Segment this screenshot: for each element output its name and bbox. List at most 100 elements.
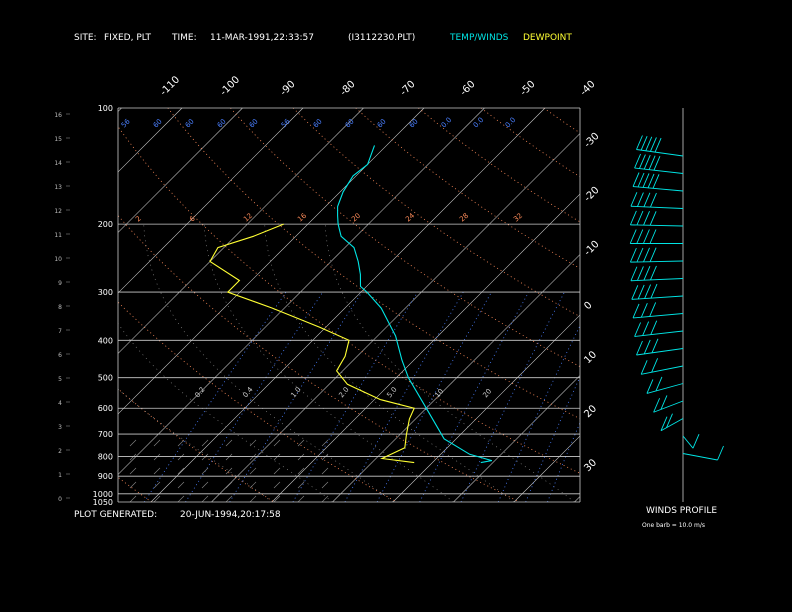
pressure-tick-label: 500 xyxy=(98,374,113,383)
time-label: TIME: xyxy=(172,33,197,43)
dry-adiabat-label: 24 xyxy=(404,211,416,223)
wind-barb xyxy=(641,365,684,375)
grid-tick xyxy=(297,495,305,502)
height-tick-label: 15 xyxy=(54,136,62,143)
wind-barb-flag xyxy=(650,265,657,281)
mixing-ratio-label: 60 xyxy=(216,117,228,129)
height-tick-label: 5 xyxy=(58,376,62,383)
grid-tick xyxy=(225,439,233,447)
wind-barb-flag xyxy=(653,156,661,171)
wind-barb-flag xyxy=(637,192,644,207)
wind-barb-flag xyxy=(650,320,658,335)
dry-adiabat-label: 32 xyxy=(512,212,524,224)
site-value: FIXED, PLT xyxy=(104,33,152,43)
wind-barb xyxy=(682,453,718,461)
wind-barb-flag xyxy=(636,229,644,244)
wind-barb-flag xyxy=(631,285,639,300)
grid-tick xyxy=(177,495,185,502)
mixing-ratio-line xyxy=(143,291,287,502)
dry-adiabat-line xyxy=(118,388,275,502)
winds-profile-note: One barb = 10.0 m/s xyxy=(642,522,705,529)
grid-tick xyxy=(273,467,281,475)
mixing-ratio-label: 0.0 xyxy=(504,116,518,130)
grid-tick xyxy=(201,439,209,447)
mixing-ratio-line xyxy=(344,291,464,502)
grid-tick xyxy=(177,481,185,489)
grid-tick xyxy=(321,467,329,475)
grid-tick xyxy=(153,495,161,502)
wind-barb-flag xyxy=(651,358,659,373)
isotherm-right-label: -10 xyxy=(582,239,601,258)
mixing-ratio-lower-label: 20 xyxy=(481,387,493,399)
grid-tick xyxy=(273,495,281,502)
wind-barb-flag xyxy=(642,229,650,244)
wind-barb xyxy=(660,418,684,432)
dry-adiabat-line xyxy=(543,108,580,134)
isotherm-top-label: -40 xyxy=(578,79,597,98)
isotherm-line xyxy=(271,193,580,502)
grid-tick xyxy=(129,467,137,475)
grid-tick xyxy=(201,453,209,461)
wind-barb-flag xyxy=(643,192,651,207)
wind-barb-flag xyxy=(650,192,657,208)
grid-tick xyxy=(321,439,329,447)
wind-barb-flag xyxy=(630,192,638,207)
isotherm-line xyxy=(118,108,304,294)
mixing-ratio-label: 56 xyxy=(280,117,292,129)
height-tick-label: 10 xyxy=(54,256,62,263)
grid-tick xyxy=(129,481,137,489)
wind-barb-flag xyxy=(643,210,650,226)
dry-adiabat-line xyxy=(118,214,520,502)
isotherm-line xyxy=(150,108,546,502)
wind-barb-flag xyxy=(649,302,657,317)
isotherm-line xyxy=(635,108,792,502)
pressure-tick-label: 200 xyxy=(98,220,113,229)
height-tick-label: 14 xyxy=(54,160,62,167)
wind-barb-flag xyxy=(637,266,644,281)
grid-tick xyxy=(321,495,329,502)
height-tick-label: 1 xyxy=(58,472,62,479)
dry-adiabat-label: 12 xyxy=(242,212,254,224)
mixing-ratio-lower-label: 1.0 xyxy=(289,386,302,400)
pressure-tick-label: 1000 xyxy=(93,490,113,499)
wind-barb-flag xyxy=(643,266,651,281)
wind-barb xyxy=(630,278,684,282)
dry-adiabat-label: 20 xyxy=(350,212,362,224)
grid-tick xyxy=(225,495,233,502)
wind-barb-flag xyxy=(632,172,640,187)
isotherm-line xyxy=(392,314,580,502)
pressure-tick-label: 700 xyxy=(98,430,113,439)
isotherm-top-label: -70 xyxy=(398,79,417,98)
height-tick-label: 11 xyxy=(54,232,62,239)
mixing-ratio-line xyxy=(497,324,580,502)
wind-barb-flag xyxy=(629,210,637,226)
dry-adiabat-label: 28 xyxy=(458,212,470,224)
wind-barb xyxy=(653,400,684,413)
dewpoint-line xyxy=(209,223,415,464)
isotherm-right-label: 30 xyxy=(582,457,599,474)
grid-tick xyxy=(225,481,233,489)
wind-barb-flag xyxy=(640,303,648,318)
moist-adiabat-line xyxy=(324,224,575,502)
wind-barb-flag xyxy=(653,398,661,413)
wind-barb-flag xyxy=(655,376,663,392)
wind-barb-flag xyxy=(647,173,655,189)
mixing-ratio-label: 56 xyxy=(120,117,132,129)
wind-barb-flag xyxy=(666,413,673,428)
isotherm-top-label: -110 xyxy=(158,74,182,98)
legend-temp-winds: TEMP/WINDS xyxy=(450,33,509,43)
grid-tick xyxy=(249,453,257,461)
isotherm-line xyxy=(453,375,580,502)
wind-barb-flag xyxy=(650,283,658,299)
grid-tick xyxy=(321,481,329,489)
moist-adiabat-line xyxy=(143,224,394,502)
wind-barb-flag xyxy=(640,135,648,151)
isotherm-line xyxy=(696,108,792,502)
isotherm-right-label: -30 xyxy=(582,131,601,150)
dry-adiabat-label: 2 xyxy=(134,215,143,224)
isotherm-line xyxy=(211,133,580,502)
plot-generated-value: 20-JUN-1994,20:17:58 xyxy=(180,510,281,520)
height-tick-label: 3 xyxy=(58,424,62,431)
pressure-tick-label: 100 xyxy=(98,104,113,113)
